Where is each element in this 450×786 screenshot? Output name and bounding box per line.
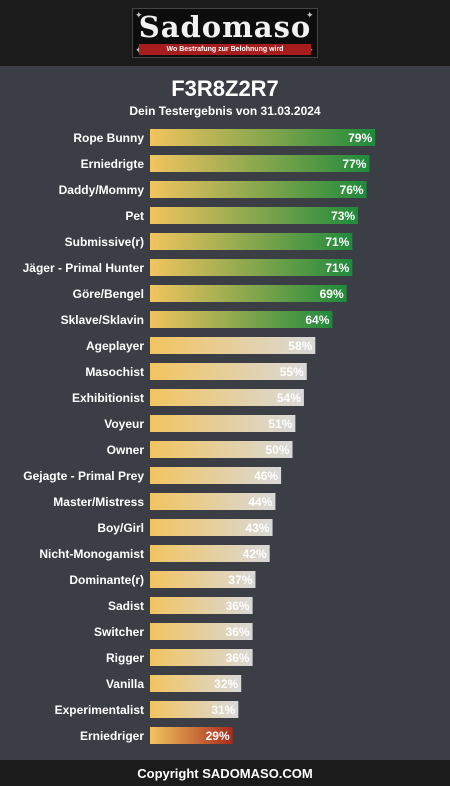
footer-band: Copyright SADOMASO.COM [0, 760, 450, 786]
category-label: Vanilla [106, 677, 144, 691]
category-label: Dominante(r) [69, 573, 144, 587]
result-date-subtitle: Dein Testergebnis von 31.03.2024 [129, 104, 321, 118]
result-bar [150, 675, 242, 692]
category-label: Daddy/Mommy [59, 183, 145, 197]
category-label: Boy/Girl [97, 521, 144, 535]
category-label: Masochist [85, 365, 144, 379]
value-label: 29% [206, 729, 230, 743]
result-bar-chart: Rope Bunny 79% Erniedrigte 77% Daddy/Mommy 76… [23, 129, 376, 744]
result-bar [150, 363, 307, 380]
result-bar [150, 597, 253, 614]
value-label: 64% [305, 313, 329, 327]
result-bar [150, 129, 376, 146]
value-label: 31% [211, 703, 235, 717]
value-label: 42% [243, 547, 267, 561]
result-bar [150, 441, 293, 458]
logo-text: Sadomaso [138, 10, 312, 44]
category-label: Göre/Bengel [73, 287, 144, 301]
corner-ornament-icon: ✦ [135, 10, 143, 20]
category-label: Ageplayer [86, 339, 144, 353]
result-bar [150, 727, 233, 744]
value-label: 36% [226, 651, 250, 665]
result-bar [150, 649, 253, 666]
category-label: Owner [107, 443, 145, 457]
result-bar [150, 181, 367, 198]
result-bar [150, 701, 239, 718]
value-label: 71% [325, 235, 349, 249]
value-label: 36% [226, 625, 250, 639]
category-label: Experimentalist [55, 703, 144, 717]
result-bar [150, 207, 359, 224]
value-label: 37% [228, 573, 252, 587]
category-label: Jäger - Primal Hunter [23, 261, 145, 275]
value-label: 54% [277, 391, 301, 405]
result-code-title: F3R8Z2R7 [171, 76, 279, 101]
value-label: 79% [348, 131, 372, 145]
category-label: Voyeur [104, 417, 144, 431]
corner-ornament-icon: ✦ [135, 46, 144, 55]
result-bar [150, 285, 347, 302]
result-bar [150, 467, 282, 484]
category-label: Rope Bunny [73, 131, 144, 145]
result-bar [150, 311, 333, 328]
category-label: Pet [125, 209, 144, 223]
category-label: Sadist [108, 599, 144, 613]
result-bar [150, 389, 304, 406]
value-label: 36% [226, 599, 250, 613]
result-bar [150, 493, 276, 510]
value-label: 58% [288, 339, 312, 353]
category-label: Submissive(r) [65, 235, 144, 249]
value-label: 71% [325, 261, 349, 275]
result-bar [150, 415, 296, 432]
category-label: Rigger [106, 651, 144, 665]
result-bar [150, 545, 270, 562]
category-label: Exhibitionist [72, 391, 144, 405]
category-label: Nicht-Monogamist [39, 547, 144, 561]
category-label: Sklave/Sklavin [61, 313, 144, 327]
category-label: Erniedrigte [81, 157, 145, 171]
header-band: ✦ ✦ ✦ ✦ Sadomaso Wo Bestrafung zur Beloh… [0, 0, 450, 66]
value-label: 46% [254, 469, 278, 483]
result-bar [150, 623, 253, 640]
logo-tagline: Wo Bestrafung zur Belohnung wird [139, 44, 311, 55]
value-label: 69% [320, 287, 344, 301]
result-bar [150, 155, 370, 172]
value-label: 44% [248, 495, 272, 509]
result-bar [150, 519, 273, 536]
value-label: 77% [342, 157, 366, 171]
result-bar [150, 571, 256, 588]
category-label: Gejagte - Primal Prey [23, 469, 144, 483]
value-label: 76% [340, 183, 364, 197]
result-bar [150, 233, 353, 250]
value-label: 73% [331, 209, 355, 223]
value-label: 55% [280, 365, 304, 379]
category-label: Erniedriger [80, 729, 144, 743]
site-logo[interactable]: ✦ ✦ ✦ ✦ Sadomaso Wo Bestrafung zur Beloh… [132, 8, 318, 58]
result-bar [150, 337, 316, 354]
value-label: 43% [246, 521, 270, 535]
result-bar [150, 259, 353, 276]
value-label: 51% [268, 417, 292, 431]
category-label: Master/Mistress [53, 495, 144, 509]
value-label: 50% [265, 443, 289, 457]
corner-ornament-icon: ✦ [306, 10, 314, 20]
copyright-text: Copyright SADOMASO.COM [137, 766, 313, 781]
category-label: Switcher [94, 625, 144, 639]
value-label: 32% [214, 677, 238, 691]
